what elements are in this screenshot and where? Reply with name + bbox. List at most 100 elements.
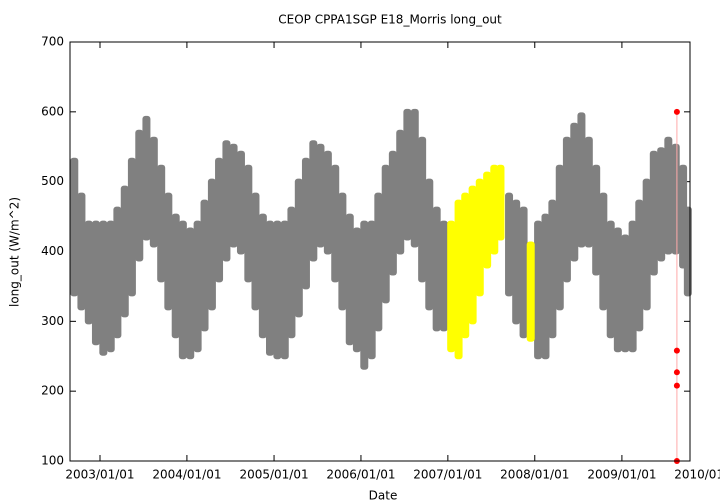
point-range	[418, 136, 427, 283]
y-tick-label: 200	[41, 384, 64, 398]
point-range	[599, 192, 608, 311]
point-range	[280, 220, 289, 360]
point-range	[251, 192, 260, 311]
point-range	[432, 206, 441, 332]
point-range	[621, 234, 630, 353]
y-tick-label: 400	[41, 244, 64, 258]
point-range	[106, 220, 115, 353]
point-range	[664, 136, 673, 255]
x-tick-label: 2006/01/01	[326, 468, 395, 482]
y-tick-label: 100	[41, 454, 64, 468]
y-tick-label: 300	[41, 314, 64, 328]
point-range	[164, 192, 173, 311]
point-range	[113, 206, 122, 339]
point-range	[222, 140, 231, 262]
point-range	[683, 206, 692, 297]
point	[673, 347, 680, 354]
point-range	[149, 136, 158, 248]
point-range	[657, 147, 666, 262]
point-range	[505, 192, 514, 297]
x-tick-label: 2005/01/01	[239, 468, 308, 482]
point-range	[454, 199, 463, 360]
point-range	[396, 129, 405, 255]
point-range	[381, 164, 390, 304]
x-tick-label: 2010/01/01	[674, 468, 720, 482]
x-tick-label: 2007/01/01	[413, 468, 482, 482]
point-range	[410, 108, 419, 248]
point-range	[316, 143, 325, 248]
point	[673, 382, 680, 389]
point-range	[570, 122, 579, 262]
point-range	[309, 140, 318, 262]
point-range	[338, 192, 347, 311]
point-range	[468, 185, 477, 325]
x-tick-label: 2008/01/01	[500, 468, 569, 482]
point-range	[258, 213, 267, 339]
point-range	[91, 220, 100, 346]
point-range	[207, 178, 216, 311]
point-range	[642, 178, 651, 311]
point-range	[526, 241, 535, 342]
y-tick-label: 600	[41, 104, 64, 118]
point-range	[266, 220, 274, 356]
point-range	[577, 112, 586, 248]
point-range	[70, 157, 79, 297]
point-range	[425, 178, 434, 311]
y-tick-label: 500	[41, 174, 64, 188]
point-range	[475, 178, 484, 297]
point-range	[127, 157, 136, 297]
point-range	[555, 164, 564, 311]
point-range	[606, 220, 615, 339]
point-range	[273, 220, 282, 360]
point-range	[244, 164, 253, 283]
point-range	[323, 150, 332, 255]
point-range	[367, 220, 376, 360]
point-range	[584, 136, 593, 248]
point-range	[193, 220, 202, 353]
point-range	[562, 136, 571, 283]
point-range	[84, 220, 93, 325]
x-tick-label: 2004/01/01	[152, 468, 221, 482]
y-axis-label: long_out (W/m^2)	[8, 197, 22, 307]
point-range	[178, 220, 187, 360]
point-range	[613, 227, 622, 353]
point	[673, 108, 680, 115]
point-range	[360, 220, 369, 370]
point-range	[301, 157, 310, 290]
point-range	[331, 164, 340, 283]
point-range	[496, 164, 505, 241]
point-range	[548, 199, 557, 339]
point-range	[483, 171, 492, 269]
point-range	[388, 150, 397, 276]
point-range	[519, 206, 528, 339]
x-tick-label: 2009/01/01	[587, 468, 656, 482]
point-range	[635, 199, 644, 332]
point-range	[120, 185, 129, 318]
point-range	[200, 199, 209, 332]
point-range	[352, 227, 361, 353]
y-tick-label: 700	[41, 35, 64, 49]
point-range	[461, 192, 470, 339]
point-range	[649, 150, 658, 276]
point-range	[135, 129, 144, 262]
point-range	[403, 108, 412, 241]
point-range	[142, 115, 151, 241]
point-range	[186, 227, 195, 360]
point-range	[99, 220, 108, 356]
point-range	[439, 220, 448, 332]
point	[673, 369, 680, 376]
point-range	[171, 213, 180, 339]
point-range	[541, 213, 550, 360]
point-range	[236, 150, 245, 255]
point-range	[294, 178, 303, 318]
point-range	[215, 157, 224, 283]
point-range	[229, 143, 238, 248]
point-range	[374, 192, 383, 332]
plot-frame	[69, 41, 691, 462]
point-range	[512, 199, 521, 325]
point-range	[628, 220, 637, 353]
point-range	[447, 220, 456, 353]
point-range	[77, 192, 86, 311]
point-range	[157, 164, 166, 283]
